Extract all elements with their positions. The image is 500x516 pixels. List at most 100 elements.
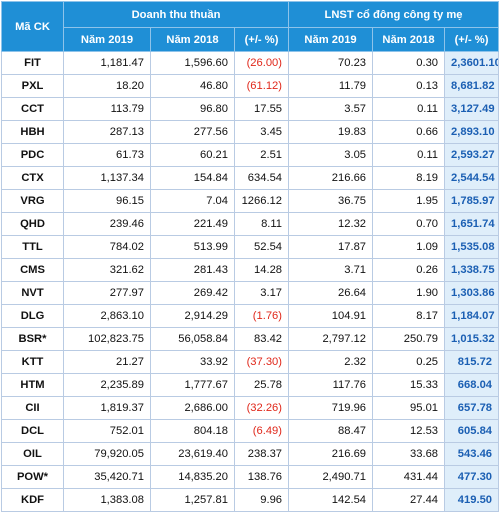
revenue-2019-cell: 1,181.47 xyxy=(63,51,151,75)
stock-code-cell: VRG xyxy=(1,189,64,213)
profit-change-cell: 8,681.82 xyxy=(444,74,500,98)
revenue-change-cell: 9.96 xyxy=(233,488,290,512)
profit-2018-cell: 12.53 xyxy=(372,419,446,443)
header-revenue-2019: Năm 2019 xyxy=(63,27,151,52)
profit-2018-cell: 0.66 xyxy=(372,120,446,144)
revenue-2019-cell: 2,235.89 xyxy=(63,373,151,397)
profit-2018-cell: 8.19 xyxy=(372,166,446,190)
profit-2019-cell: 2,490.71 xyxy=(288,465,374,489)
revenue-2019-cell: 2,863.10 xyxy=(63,304,151,328)
revenue-change-cell: 1266.12 xyxy=(233,189,290,213)
revenue-2019-cell: 239.46 xyxy=(63,212,151,236)
profit-change-cell: 1,184.07 xyxy=(444,304,500,328)
stock-code-cell: OIL xyxy=(1,442,64,466)
profit-change-cell: 2,593.27 xyxy=(444,143,500,167)
revenue-2019-cell: 1,383.08 xyxy=(63,488,151,512)
stock-code-cell: BSR* xyxy=(1,327,64,351)
profit-2019-cell: 88.47 xyxy=(288,419,374,443)
revenue-2018-cell: 1,596.60 xyxy=(150,51,235,75)
profit-2019-cell: 17.87 xyxy=(288,235,374,259)
stock-code-cell: QHD xyxy=(1,212,64,236)
revenue-2019-cell: 102,823.75 xyxy=(63,327,151,351)
profit-2018-cell: 27.44 xyxy=(372,488,446,512)
profit-2018-cell: 0.25 xyxy=(372,350,446,374)
profit-2018-cell: 1.90 xyxy=(372,281,446,305)
revenue-2018-cell: 60.21 xyxy=(150,143,235,167)
profit-change-cell: 543.46 xyxy=(444,442,500,466)
table-row: DLG 2,863.10 2,914.29 (1.76) 104.91 8.17 1,184… xyxy=(1,304,500,328)
profit-2019-cell: 36.75 xyxy=(288,189,374,213)
revenue-2018-cell: 221.49 xyxy=(150,212,235,236)
header-profit-change: (+/- %) xyxy=(444,27,500,52)
revenue-2019-cell: 35,420.71 xyxy=(63,465,151,489)
profit-2019-cell: 3.05 xyxy=(288,143,374,167)
stock-code-cell: CII xyxy=(1,396,64,420)
revenue-2018-cell: 46.80 xyxy=(150,74,235,98)
table-row: HBH 287.13 277.56 3.45 19.83 0.66 2,893.10 xyxy=(1,120,500,144)
stock-code-cell: PXL xyxy=(1,74,64,98)
profit-2018-cell: 95.01 xyxy=(372,396,446,420)
revenue-2019-cell: 18.20 xyxy=(63,74,151,98)
revenue-change-cell: (32.26) xyxy=(233,396,290,420)
revenue-change-cell: (6.49) xyxy=(233,419,290,443)
revenue-2018-cell: 2,686.00 xyxy=(150,396,235,420)
table-row: BSR* 102,823.75 56,058.84 83.42 2,797.12 250.… xyxy=(1,327,500,351)
revenue-change-cell: 2.51 xyxy=(233,143,290,167)
revenue-change-cell: 138.76 xyxy=(233,465,290,489)
stock-code-cell: HTM xyxy=(1,373,64,397)
profit-2018-cell: 0.11 xyxy=(372,143,446,167)
profit-change-cell: 419.50 xyxy=(444,488,500,512)
stock-code-cell: FIT xyxy=(1,51,64,75)
header-stock-code: Mã CK xyxy=(1,1,64,52)
profit-2018-cell: 1.95 xyxy=(372,189,446,213)
profit-change-cell: 1,651.74 xyxy=(444,212,500,236)
profit-change-cell: 1,338.75 xyxy=(444,258,500,282)
profit-change-cell: 605.84 xyxy=(444,419,500,443)
table-row: KDF 1,383.08 1,257.81 9.96 142.54 27.44 419.50 xyxy=(1,488,500,512)
revenue-change-cell: 238.37 xyxy=(233,442,290,466)
profit-2018-cell: 0.13 xyxy=(372,74,446,98)
stock-code-cell: KDF xyxy=(1,488,64,512)
profit-change-cell: 477.30 xyxy=(444,465,500,489)
stock-code-cell: TTL xyxy=(1,235,64,259)
revenue-change-cell: 17.55 xyxy=(233,97,290,121)
profit-change-cell: 1,303.86 xyxy=(444,281,500,305)
stock-code-cell: POW* xyxy=(1,465,64,489)
table-row: TTL 784.02 513.99 52.54 17.87 1.09 1,535.08 xyxy=(1,235,500,259)
table-row: VRG 96.15 7.04 1266.12 36.75 1.95 1,785.97 xyxy=(1,189,500,213)
revenue-change-cell: 3.45 xyxy=(233,120,290,144)
table-row: KTT 21.27 33.92 (37.30) 2.32 0.25 815.72 xyxy=(1,350,500,374)
revenue-change-cell: (61.12) xyxy=(233,74,290,98)
profit-2019-cell: 11.79 xyxy=(288,74,374,98)
header-profit-2018: Năm 2018 xyxy=(372,27,446,52)
revenue-change-cell: 14.28 xyxy=(233,258,290,282)
profit-2019-cell: 2,797.12 xyxy=(288,327,374,351)
revenue-2018-cell: 96.80 xyxy=(150,97,235,121)
revenue-2018-cell: 269.42 xyxy=(150,281,235,305)
profit-change-cell: 1,535.08 xyxy=(444,235,500,259)
revenue-2019-cell: 79,920.05 xyxy=(63,442,151,466)
table-row: FIT 1,181.47 1,596.60 (26.00) 70.23 0.30 2,360… xyxy=(1,51,500,75)
profit-2019-cell: 26.64 xyxy=(288,281,374,305)
revenue-2018-cell: 1,257.81 xyxy=(150,488,235,512)
table-row: QHD 239.46 221.49 8.11 12.32 0.70 1,651.74 xyxy=(1,212,500,236)
profit-2018-cell: 1.09 xyxy=(372,235,446,259)
profit-2019-cell: 216.66 xyxy=(288,166,374,190)
profit-2018-cell: 33.68 xyxy=(372,442,446,466)
revenue-change-cell: (26.00) xyxy=(233,51,290,75)
stock-code-cell: NVT xyxy=(1,281,64,305)
header-revenue-change: (+/- %) xyxy=(233,27,290,52)
profit-change-cell: 2,544.54 xyxy=(444,166,500,190)
profit-2019-cell: 12.32 xyxy=(288,212,374,236)
revenue-2019-cell: 21.27 xyxy=(63,350,151,374)
table-row: CCT 113.79 96.80 17.55 3.57 0.11 3,127.49 xyxy=(1,97,500,121)
revenue-2019-cell: 61.73 xyxy=(63,143,151,167)
profit-2018-cell: 0.30 xyxy=(372,51,446,75)
profit-2018-cell: 8.17 xyxy=(372,304,446,328)
profit-change-cell: 1,785.97 xyxy=(444,189,500,213)
revenue-change-cell: 83.42 xyxy=(233,327,290,351)
table-row: HTM 2,235.89 1,777.67 25.78 117.76 15.33 668.0… xyxy=(1,373,500,397)
revenue-2018-cell: 513.99 xyxy=(150,235,235,259)
profit-change-cell: 657.78 xyxy=(444,396,500,420)
stock-code-cell: CCT xyxy=(1,97,64,121)
